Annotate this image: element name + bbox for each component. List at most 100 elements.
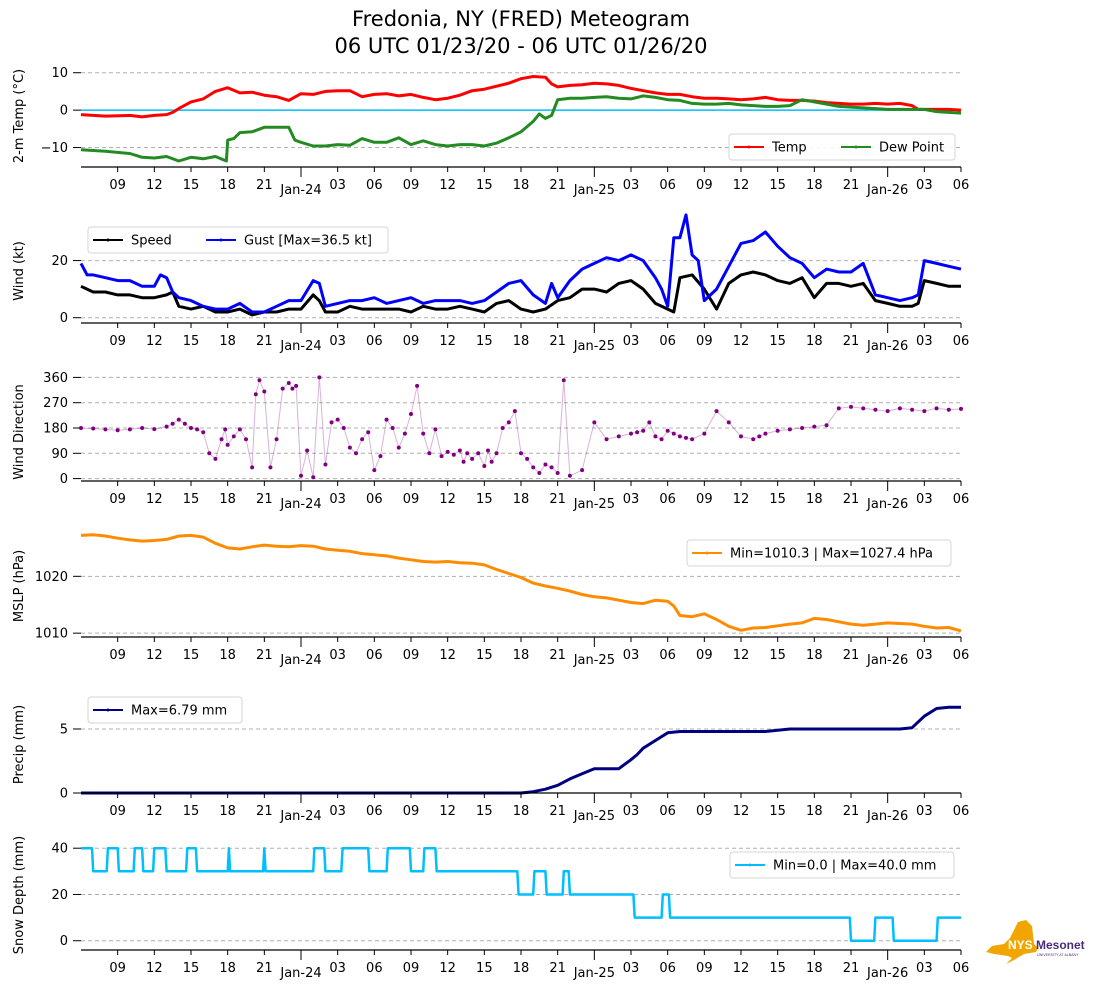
legend-marker: [747, 145, 751, 149]
data-point: [445, 449, 450, 454]
data-point: [812, 424, 817, 429]
x-date-label: Jan-26: [866, 339, 908, 354]
data-point: [897, 406, 902, 411]
data-point: [366, 430, 371, 435]
logo-brand-text: Mesonet: [1036, 938, 1085, 952]
x-tick-label: 18: [513, 334, 530, 349]
x-tick-label: 21: [256, 492, 273, 507]
legend-label: Dew Point: [879, 141, 944, 156]
y-tick-label: 1010: [35, 627, 68, 642]
x-date-label: Jan-25: [573, 809, 615, 824]
x-tick-label: 21: [843, 804, 860, 819]
data-point: [684, 435, 688, 440]
data-point: [219, 437, 224, 442]
y-tick-label: 360: [43, 371, 68, 386]
series-connector-wind-direction: [80, 377, 962, 478]
x-tick-label: 09: [109, 961, 126, 976]
x-tick-label: 18: [806, 804, 823, 819]
x-tick-label: 18: [219, 961, 236, 976]
x-tick-label: 09: [109, 492, 126, 507]
data-point: [257, 378, 262, 383]
data-point: [360, 437, 365, 442]
x-tick-label: 12: [146, 178, 163, 193]
x-tick-label: 18: [513, 178, 530, 193]
x-tick-label: 18: [513, 961, 530, 976]
data-point: [207, 451, 212, 456]
x-tick-label: 18: [513, 804, 530, 819]
y-axis-label: Precip (mm): [12, 705, 27, 784]
data-point: [677, 434, 682, 439]
chart-title-line1: Fredonia, NY (FRED) Meteogram: [352, 7, 690, 31]
data-point: [244, 437, 248, 442]
x-tick-label: 09: [109, 334, 126, 349]
y-tick-label: 1020: [35, 570, 68, 585]
data-point: [800, 426, 805, 430]
data-point: [690, 437, 695, 442]
y-tick-label: 20: [51, 888, 68, 903]
y-tick-label: 10: [51, 66, 68, 81]
x-tick-label: 06: [659, 804, 676, 819]
x-date-label: Jan-25: [573, 497, 615, 512]
x-tick-label: 03: [623, 492, 640, 507]
y-tick-label: −10: [41, 141, 68, 156]
x-tick-label: 09: [403, 492, 420, 507]
legend-label: Temp: [771, 141, 807, 156]
legend-box: [87, 226, 389, 254]
y-tick-label: 5: [60, 722, 68, 737]
x-tick-label: 12: [733, 648, 750, 663]
data-point: [635, 430, 640, 435]
x-tick-label: 12: [146, 804, 163, 819]
y-tick-label: 40: [51, 842, 68, 857]
legend-marker: [219, 238, 223, 242]
x-tick-label: 18: [219, 804, 236, 819]
x-tick-label: 18: [806, 334, 823, 349]
data-point: [512, 409, 517, 414]
logo-nys-text: NYS: [1008, 938, 1033, 952]
data-point: [873, 407, 878, 412]
data-point: [763, 431, 768, 436]
legend: Speed Gust [Max=36.5 kt]: [87, 226, 389, 254]
data-point: [665, 428, 670, 433]
x-tick-label: 15: [476, 961, 493, 976]
x-tick-label: 03: [329, 648, 346, 663]
data-point: [427, 451, 432, 456]
x-tick-label: 03: [623, 648, 640, 663]
x-tick-label: 15: [183, 334, 200, 349]
data-point: [739, 434, 743, 439]
x-tick-label: 12: [146, 492, 163, 507]
data-point: [305, 448, 310, 453]
y-tick-label: 270: [43, 396, 68, 411]
x-tick-label: 21: [843, 648, 860, 663]
legend-label: Min=0.0 | Max=40.0 mm: [773, 859, 936, 874]
x-tick-label: 03: [623, 334, 640, 349]
x-date-label: Jan-25: [573, 339, 615, 354]
data-point: [347, 445, 352, 450]
x-tick-label: 15: [769, 334, 786, 349]
legend: Temp Dew Point: [728, 133, 956, 161]
data-point: [946, 407, 951, 412]
x-tick-label: 12: [733, 492, 750, 507]
x-tick-label: 03: [623, 804, 640, 819]
data-point: [317, 375, 322, 380]
x-tick-label: 03: [623, 961, 640, 976]
panel-wind: 20 0 Wind (kt) 09 12 15 18 21 03 06 09 12 15 18 21 03 06…: [12, 213, 969, 354]
data-point: [604, 437, 609, 442]
y-tick-label: 20: [51, 254, 68, 269]
x-tick-label: 18: [806, 492, 823, 507]
x-tick-label: 15: [769, 648, 786, 663]
x-tick-label: 18: [806, 178, 823, 193]
x-date-label: Jan-24: [279, 653, 321, 668]
data-point: [629, 431, 633, 436]
series-line-snow-depth: [81, 846, 961, 942]
data-point: [506, 420, 511, 425]
data-point: [195, 427, 200, 432]
data-point: [286, 381, 291, 386]
data-point: [482, 463, 487, 468]
x-tick-label: 12: [439, 804, 456, 819]
data-point: [616, 434, 621, 439]
x-tick-label: 09: [403, 648, 420, 663]
legend: Max=6.79 mm: [87, 696, 243, 724]
data-point: [140, 426, 145, 430]
legend-marker: [705, 551, 709, 555]
data-point: [91, 426, 96, 431]
